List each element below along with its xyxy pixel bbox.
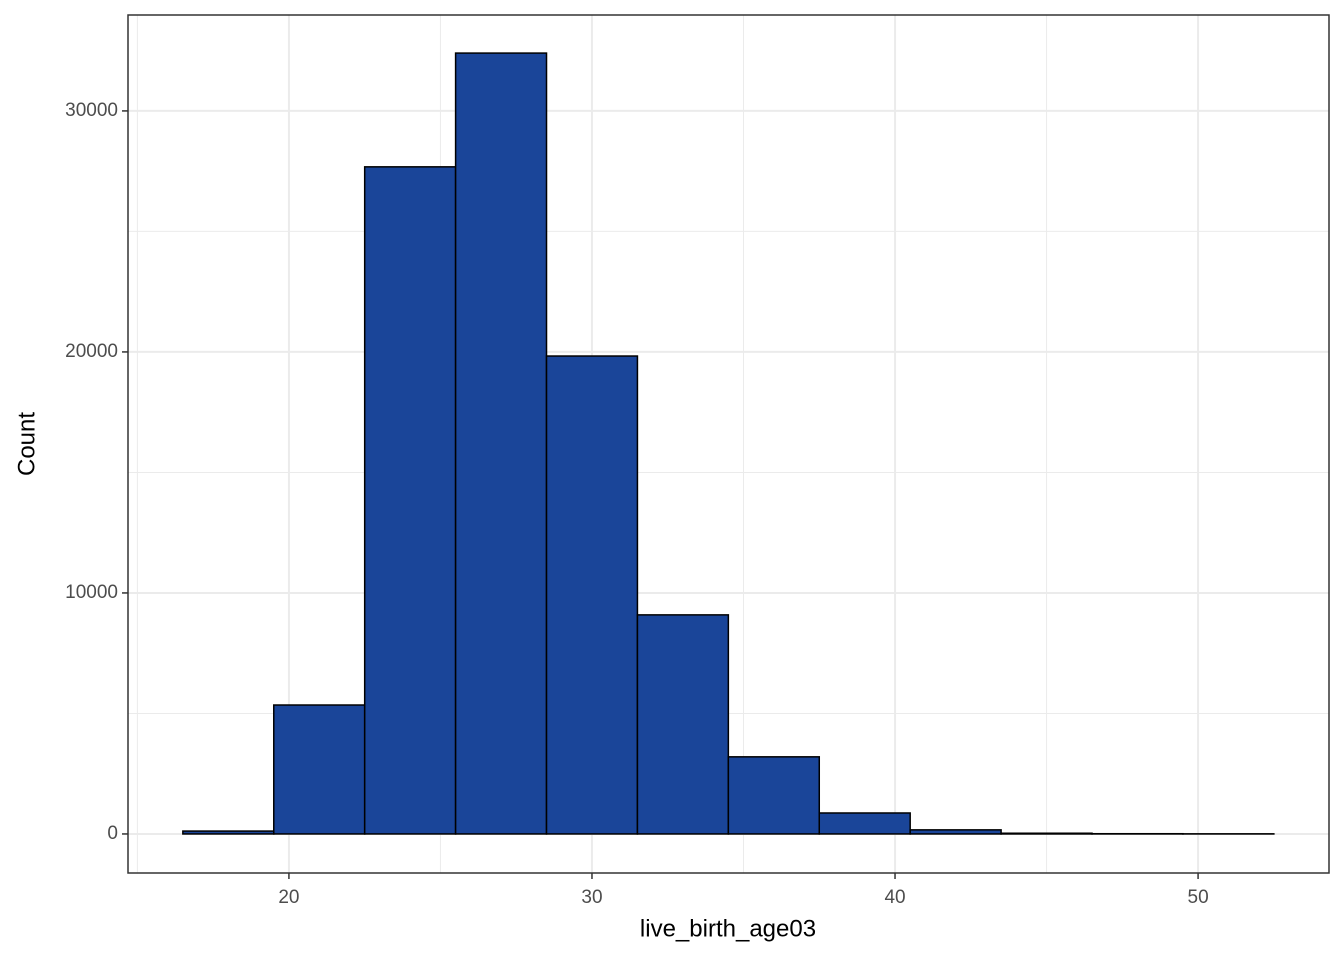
y-tick-label: 30000 bbox=[65, 100, 118, 121]
x-tick-label: 20 bbox=[278, 887, 299, 908]
bar bbox=[909, 829, 1002, 835]
bar bbox=[636, 614, 730, 835]
bar bbox=[818, 812, 911, 835]
bar bbox=[454, 52, 548, 835]
y-tick-label: 10000 bbox=[65, 582, 118, 603]
x-tick-label: 30 bbox=[581, 887, 602, 908]
y-tick-label: 20000 bbox=[65, 341, 118, 362]
x-axis-title: live_birth_age03 bbox=[640, 915, 816, 942]
panel-border bbox=[127, 14, 1330, 874]
bar bbox=[727, 756, 821, 835]
bar bbox=[182, 830, 275, 835]
bar bbox=[363, 166, 457, 835]
x-tick-label: 40 bbox=[884, 887, 905, 908]
bar bbox=[1000, 832, 1093, 835]
bar bbox=[545, 355, 639, 835]
x-tick-label: 50 bbox=[1188, 887, 1209, 908]
y-axis-title: Count bbox=[13, 412, 40, 476]
y-tick-label: 0 bbox=[107, 823, 118, 844]
bar bbox=[273, 704, 366, 835]
